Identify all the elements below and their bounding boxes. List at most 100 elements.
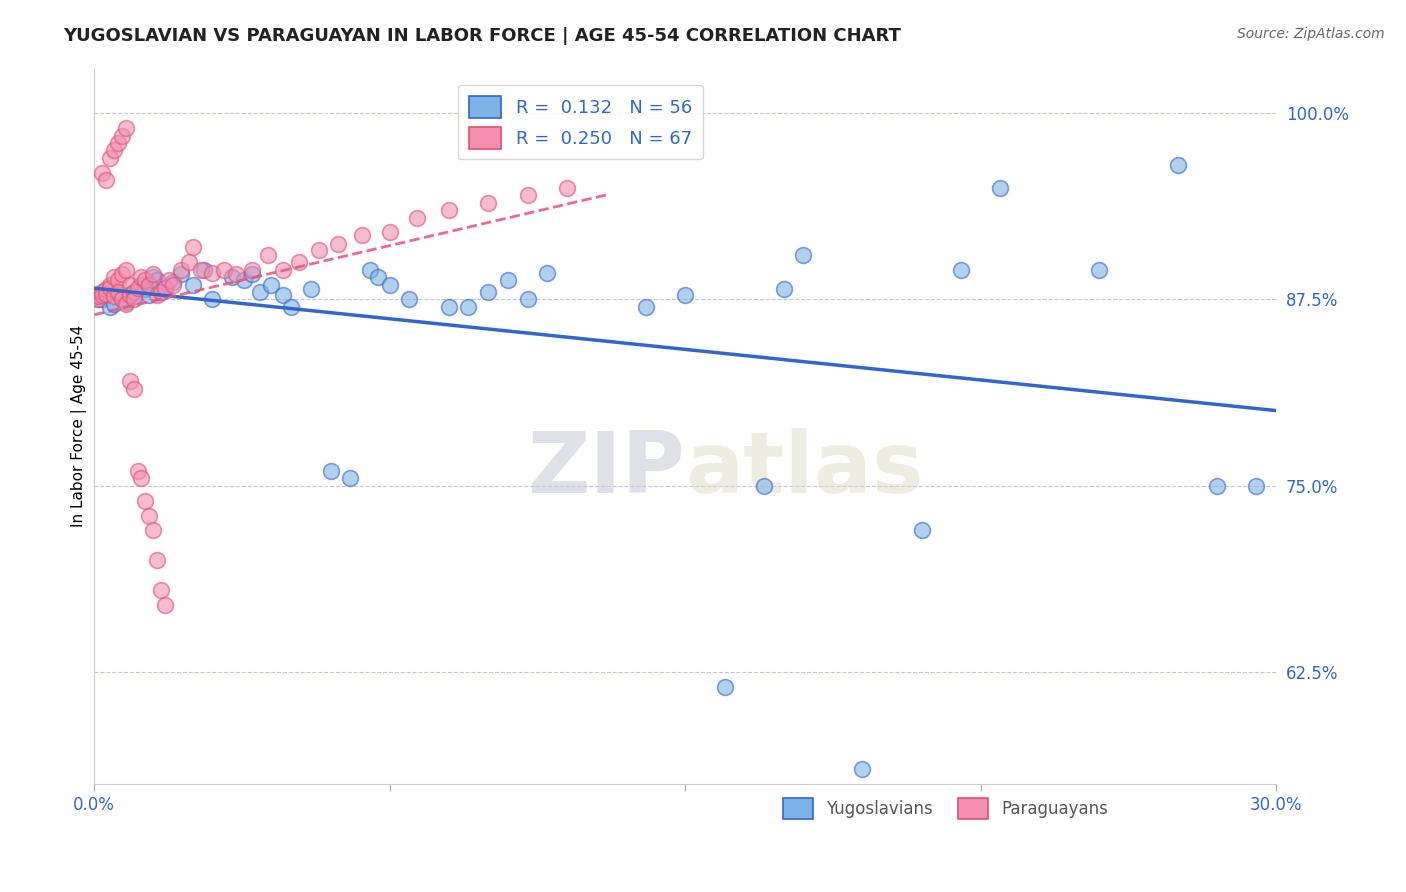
Point (496, 273, 519, 287)
Point (162, 277, 184, 292)
Point (138, 508, 160, 523)
Point (118, 288, 141, 302)
Point (150, 285, 173, 299)
Point (107, 285, 129, 299)
Point (142, 270, 165, 285)
Point (127, 280, 149, 294)
Point (153, 280, 176, 294)
Point (1206, 479, 1229, 493)
Point (94, 282, 117, 296)
Point (111, 291, 134, 305)
Point (114, 262, 136, 277)
Point (792, 248, 814, 262)
Point (352, 228, 374, 243)
Point (118, 286, 141, 301)
Point (131, 277, 153, 292)
Point (181, 277, 204, 292)
Point (280, 300, 302, 314)
Point (398, 293, 420, 307)
Text: Source: ZipAtlas.com: Source: ZipAtlas.com (1237, 27, 1385, 41)
Point (111, 267, 134, 281)
Point (378, 226, 401, 240)
Point (138, 277, 160, 292)
Point (114, 297, 136, 311)
Point (249, 285, 271, 299)
Point (328, 237, 350, 252)
Point (910, 524, 932, 538)
Point (146, 273, 169, 287)
Point (170, 267, 193, 281)
Point (516, 293, 538, 307)
Point (1246, 479, 1268, 493)
Point (91, 166, 114, 180)
Point (98, 151, 121, 165)
Text: YUGOSLAVIAN VS PARAGUAYAN IN LABOR FORCE | AGE 45-54 CORRELATION CHART: YUGOSLAVIAN VS PARAGUAYAN IN LABOR FORCE… (63, 27, 901, 45)
Point (98, 277, 121, 292)
Point (111, 128, 134, 143)
Point (107, 273, 129, 287)
Point (134, 493, 156, 508)
Point (146, 553, 169, 567)
Point (87, 293, 110, 307)
Point (201, 266, 224, 280)
Point (271, 262, 294, 277)
Point (201, 293, 224, 307)
Point (256, 248, 278, 262)
Point (437, 203, 460, 218)
Point (190, 262, 212, 277)
Point (131, 471, 153, 485)
Point (118, 375, 141, 389)
Point (103, 144, 125, 158)
Text: ZIP: ZIP (527, 427, 685, 510)
Point (107, 136, 129, 150)
Point (114, 121, 136, 136)
Point (114, 295, 136, 310)
Point (122, 289, 145, 303)
Point (122, 285, 145, 299)
Point (94, 173, 117, 187)
Point (118, 277, 141, 292)
Point (288, 255, 311, 269)
Point (260, 277, 283, 292)
Point (138, 288, 160, 302)
Point (134, 273, 156, 287)
Point (142, 267, 165, 281)
Point (91, 288, 114, 302)
Point (111, 293, 134, 307)
Point (87, 293, 110, 307)
Point (752, 479, 775, 493)
Point (177, 255, 200, 269)
Point (98, 280, 121, 294)
Point (122, 382, 145, 396)
Point (131, 270, 153, 285)
Point (477, 195, 499, 210)
Point (240, 267, 263, 281)
Point (536, 266, 558, 280)
Point (91, 293, 114, 307)
Point (91, 285, 114, 299)
Point (232, 273, 254, 287)
Point (225, 267, 247, 281)
Point (103, 289, 125, 303)
Point (308, 244, 330, 258)
Point (146, 288, 169, 302)
Point (359, 262, 381, 277)
Point (713, 680, 735, 694)
Point (634, 300, 657, 314)
Point (142, 524, 165, 538)
Point (406, 211, 429, 225)
Point (988, 180, 1011, 194)
Point (122, 293, 145, 307)
Point (772, 282, 794, 296)
Point (153, 280, 176, 294)
Point (134, 282, 156, 296)
Point (153, 598, 176, 612)
Point (240, 262, 263, 277)
Point (181, 240, 204, 254)
Point (107, 285, 129, 299)
Point (1088, 262, 1111, 277)
Point (477, 285, 499, 299)
Point (221, 270, 243, 285)
Point (150, 582, 173, 597)
Point (319, 464, 342, 478)
